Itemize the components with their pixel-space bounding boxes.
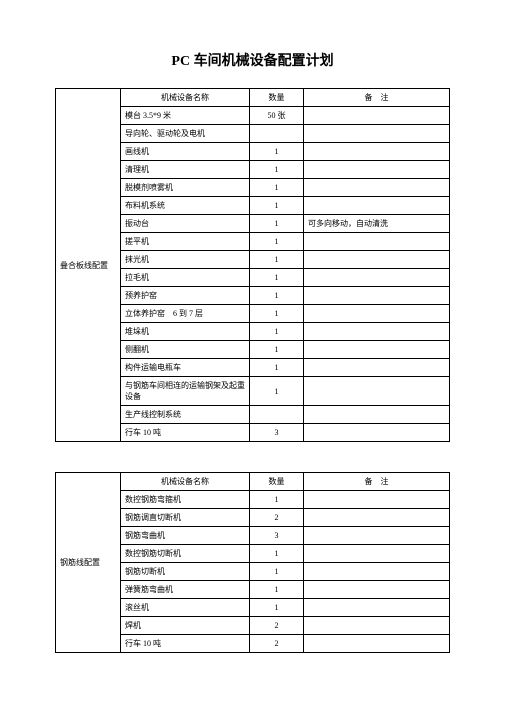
cell-note	[304, 491, 450, 509]
cell-note	[304, 143, 450, 161]
cell-qty: 1	[250, 269, 304, 287]
cell-note	[304, 197, 450, 215]
cell-qty: 1	[250, 599, 304, 617]
cell-note	[304, 635, 450, 653]
cell-name: 堆垛机	[121, 323, 250, 341]
cell-name: 焊机	[121, 617, 250, 635]
cell-name: 画线机	[121, 143, 250, 161]
cell-note	[304, 509, 450, 527]
cell-note	[304, 251, 450, 269]
cell-qty: 50 张	[250, 107, 304, 125]
cell-name: 弹簧筋弯曲机	[121, 581, 250, 599]
cell-qty: 1	[250, 377, 304, 406]
section-label: 钢筋线配置	[56, 473, 121, 653]
cell-name: 拉毛机	[121, 269, 250, 287]
cell-qty: 3	[250, 424, 304, 442]
cell-qty	[250, 406, 304, 424]
cell-qty: 1	[250, 359, 304, 377]
cell-name: 数控钢筋切断机	[121, 545, 250, 563]
cell-name: 布料机系统	[121, 197, 250, 215]
cell-name: 钢筋切断机	[121, 563, 250, 581]
cell-name: 立体养护窑 6 到 7 层	[121, 305, 250, 323]
cell-note	[304, 599, 450, 617]
cell-qty: 1	[250, 323, 304, 341]
header-note: 备 注	[304, 473, 450, 491]
cell-name: 构件运输电瓶车	[121, 359, 250, 377]
cell-qty: 1	[250, 545, 304, 563]
cell-note	[304, 107, 450, 125]
cell-note	[304, 341, 450, 359]
cell-name: 行车 10 吨	[121, 635, 250, 653]
cell-note	[304, 305, 450, 323]
cell-qty: 1	[250, 197, 304, 215]
cell-note	[304, 581, 450, 599]
cell-note	[304, 287, 450, 305]
cell-note	[304, 617, 450, 635]
cell-qty: 1	[250, 563, 304, 581]
cell-qty: 2	[250, 509, 304, 527]
table-1: 叠合板线配置机械设备名称数量备 注模台 3.5*9 米50 张导向轮、驱动轮及电…	[55, 88, 450, 442]
header-name: 机械设备名称	[121, 89, 250, 107]
cell-name: 钢筋调直切断机	[121, 509, 250, 527]
cell-note	[304, 424, 450, 442]
cell-note	[304, 161, 450, 179]
cell-qty: 1	[250, 161, 304, 179]
page: PC 车间机械设备配置计划 叠合板线配置机械设备名称数量备 注模台 3.5*9 …	[0, 0, 505, 653]
cell-name: 模台 3.5*9 米	[121, 107, 250, 125]
cell-note	[304, 545, 450, 563]
cell-qty: 1	[250, 233, 304, 251]
cell-name: 脱模剂喷雾机	[121, 179, 250, 197]
cell-name: 振动台	[121, 215, 250, 233]
cell-name: 导向轮、驱动轮及电机	[121, 125, 250, 143]
header-qty: 数量	[250, 89, 304, 107]
cell-note	[304, 269, 450, 287]
cell-note	[304, 125, 450, 143]
cell-note	[304, 377, 450, 406]
cell-note	[304, 179, 450, 197]
cell-qty: 1	[250, 341, 304, 359]
cell-qty: 2	[250, 617, 304, 635]
cell-qty	[250, 125, 304, 143]
cell-qty: 1	[250, 143, 304, 161]
cell-note	[304, 406, 450, 424]
cell-note	[304, 527, 450, 545]
header-note: 备 注	[304, 89, 450, 107]
page-title: PC 车间机械设备配置计划	[55, 50, 450, 70]
cell-name: 钢筋弯曲机	[121, 527, 250, 545]
table-2: 钢筋线配置机械设备名称数量备 注数控钢筋弯箍机1钢筋调直切断机2钢筋弯曲机3数控…	[55, 472, 450, 653]
cell-note	[304, 323, 450, 341]
cell-qty: 1	[250, 581, 304, 599]
cell-name: 行车 10 吨	[121, 424, 250, 442]
cell-qty: 1	[250, 179, 304, 197]
cell-name: 抹光机	[121, 251, 250, 269]
cell-qty: 1	[250, 491, 304, 509]
cell-name: 搓平机	[121, 233, 250, 251]
cell-name: 生产线控制系统	[121, 406, 250, 424]
cell-note	[304, 233, 450, 251]
cell-qty: 1	[250, 287, 304, 305]
cell-qty: 3	[250, 527, 304, 545]
cell-qty: 2	[250, 635, 304, 653]
cell-name: 滚丝机	[121, 599, 250, 617]
cell-note: 可多向移动，自动清洗	[304, 215, 450, 233]
header-qty: 数量	[250, 473, 304, 491]
cell-name: 与钢筋车间相连的运输钢架及起重设备	[121, 377, 250, 406]
cell-name: 数控钢筋弯箍机	[121, 491, 250, 509]
cell-qty: 1	[250, 251, 304, 269]
cell-note	[304, 359, 450, 377]
cell-name: 清理机	[121, 161, 250, 179]
cell-name: 侧翻机	[121, 341, 250, 359]
header-name: 机械设备名称	[121, 473, 250, 491]
section-label: 叠合板线配置	[56, 89, 121, 442]
cell-qty: 1	[250, 215, 304, 233]
table-gap	[55, 442, 450, 472]
cell-note	[304, 563, 450, 581]
cell-name: 预养护窑	[121, 287, 250, 305]
cell-qty: 1	[250, 305, 304, 323]
